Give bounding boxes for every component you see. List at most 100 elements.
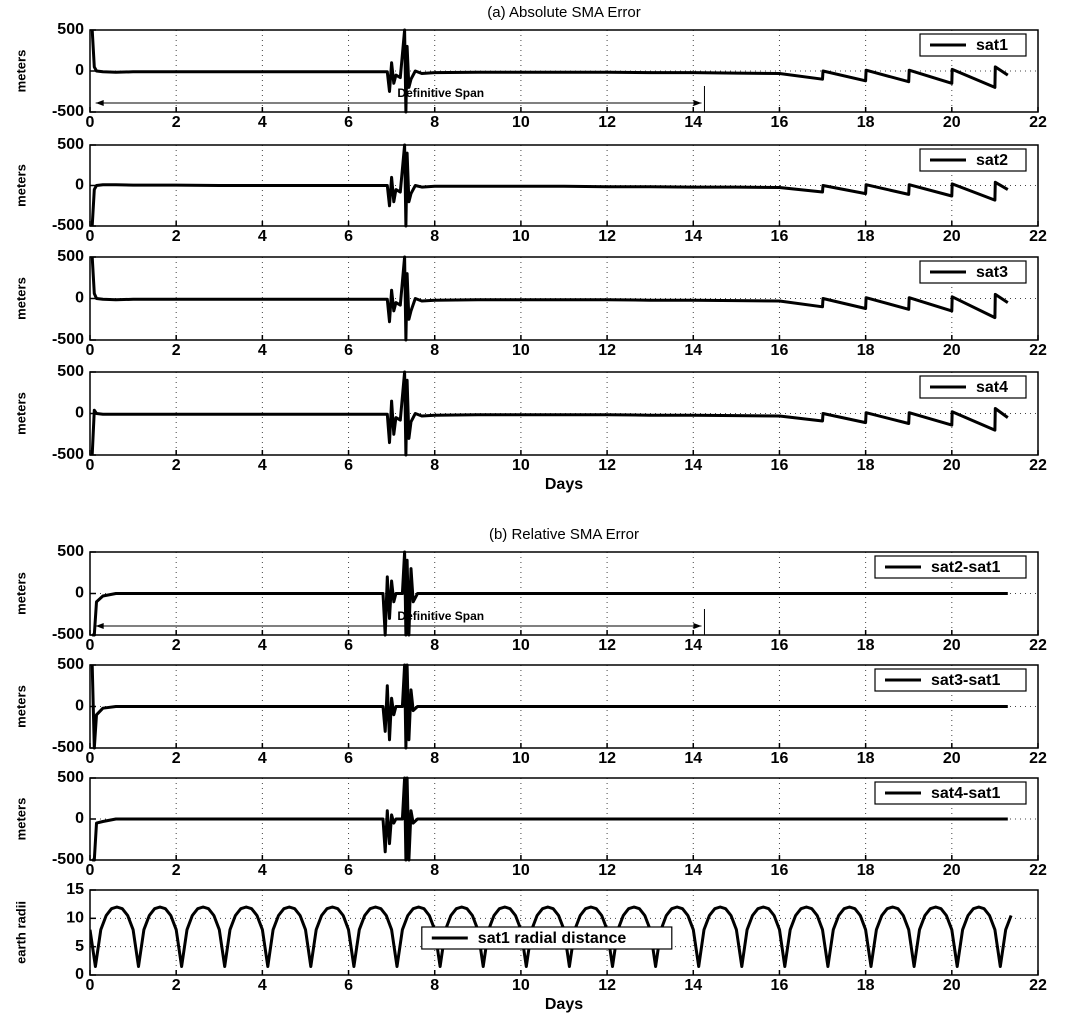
x-tick-label: 12 <box>598 637 616 654</box>
x-tick-label: 0 <box>86 750 95 767</box>
x-tick-label: 14 <box>684 637 702 654</box>
x-tick-label: 6 <box>344 750 353 767</box>
x-tick-label: 18 <box>857 862 875 879</box>
x-tick-label: 6 <box>344 862 353 879</box>
x-tick-label: 14 <box>684 977 702 994</box>
x-tick-label: 18 <box>857 750 875 767</box>
x-tick-label: 10 <box>512 637 530 654</box>
x-tick-label: 10 <box>512 977 530 994</box>
x-tick-label: 10 <box>512 228 530 245</box>
x-tick-label: 18 <box>857 228 875 245</box>
x-tick-label: 14 <box>684 342 702 359</box>
legend-box <box>919 260 1027 284</box>
x-tick-label: 6 <box>344 228 353 245</box>
x-tick-label: 2 <box>172 750 181 767</box>
x-tick-label: 8 <box>430 228 439 245</box>
plot-frame <box>89 777 1039 861</box>
y-tick-label: -500 <box>52 103 84 120</box>
x-tick-label: 8 <box>430 457 439 474</box>
x-tick-label: 14 <box>684 750 702 767</box>
legend-label: sat3-sat1 <box>931 672 1000 689</box>
x-tick-label: 12 <box>598 228 616 245</box>
legend-label: sat4 <box>976 379 1008 396</box>
x-tick-label: 2 <box>172 457 181 474</box>
x-tick-label: 20 <box>943 750 961 767</box>
x-tick-label: 22 <box>1029 342 1047 359</box>
x-tick-label: 10 <box>512 862 530 879</box>
legend-label: sat4-sat1 <box>931 785 1000 802</box>
data-line <box>90 255 1009 342</box>
plot-frame <box>89 551 1039 636</box>
legend-box <box>421 926 673 950</box>
x-axis-label: Days <box>545 996 583 1013</box>
y-tick-label: 500 <box>57 656 84 673</box>
x-tick-label: 6 <box>344 342 353 359</box>
y-tick-label: 10 <box>66 910 84 927</box>
chart-title: (b) Relative SMA Error <box>489 526 639 543</box>
x-tick-label: 14 <box>684 114 702 131</box>
x-tick-label: 2 <box>172 342 181 359</box>
x-tick-label: 16 <box>771 228 789 245</box>
x-tick-label: 6 <box>344 637 353 654</box>
x-tick-label: 0 <box>86 228 95 245</box>
y-tick-label: -500 <box>52 626 84 643</box>
data-line <box>92 550 1008 637</box>
y-axis-label: meters <box>13 50 28 93</box>
x-tick-label: 14 <box>684 862 702 879</box>
plot-frame <box>89 29 1039 113</box>
y-tick-label: 0 <box>75 585 84 602</box>
x-tick-label: 20 <box>943 228 961 245</box>
x-tick-label: 14 <box>684 457 702 474</box>
x-tick-label: 2 <box>172 977 181 994</box>
x-tick-label: 2 <box>172 862 181 879</box>
x-tick-label: 16 <box>771 342 789 359</box>
y-tick-label: 500 <box>57 21 84 38</box>
x-tick-label: 22 <box>1029 977 1047 994</box>
y-tick-label: 0 <box>75 698 84 715</box>
x-tick-label: 4 <box>258 342 267 359</box>
arrow-head <box>693 100 702 106</box>
plot-frame <box>89 664 1039 749</box>
x-tick-label: 20 <box>943 637 961 654</box>
x-tick-label: 0 <box>86 114 95 131</box>
y-tick-label: 5 <box>75 938 84 955</box>
x-tick-label: 12 <box>598 342 616 359</box>
plot-frame <box>89 889 1039 976</box>
x-tick-label: 22 <box>1029 114 1047 131</box>
plot-frame <box>89 256 1039 341</box>
x-tick-label: 18 <box>857 342 875 359</box>
x-tick-label: 16 <box>771 977 789 994</box>
x-tick-label: 0 <box>86 457 95 474</box>
y-tick-label: 500 <box>57 769 84 786</box>
x-tick-label: 22 <box>1029 750 1047 767</box>
legend-label: sat2 <box>976 152 1008 169</box>
y-axis-label: earth radii <box>13 901 28 964</box>
y-tick-label: 500 <box>57 136 84 153</box>
x-tick-label: 10 <box>512 457 530 474</box>
x-tick-label: 8 <box>430 114 439 131</box>
x-tick-label: 20 <box>943 457 961 474</box>
x-tick-label: 12 <box>598 750 616 767</box>
x-tick-label: 16 <box>771 457 789 474</box>
x-tick-label: 4 <box>258 977 267 994</box>
x-tick-label: 20 <box>943 862 961 879</box>
x-tick-label: 4 <box>258 862 267 879</box>
x-tick-label: 16 <box>771 750 789 767</box>
x-tick-label: 0 <box>86 862 95 879</box>
x-tick-label: 4 <box>258 457 267 474</box>
legend-label: sat1 radial distance <box>478 930 627 947</box>
x-tick-label: 16 <box>771 114 789 131</box>
y-axis-label: meters <box>13 685 28 728</box>
x-tick-label: 22 <box>1029 228 1047 245</box>
data-line <box>90 28 1009 114</box>
x-axis-label: Days <box>545 476 583 493</box>
y-tick-label: -500 <box>52 217 84 234</box>
x-tick-label: 22 <box>1029 862 1047 879</box>
x-tick-label: 4 <box>258 228 267 245</box>
x-tick-label: 18 <box>857 114 875 131</box>
plot-frame <box>89 144 1039 227</box>
x-tick-label: 8 <box>430 977 439 994</box>
x-tick-label: 20 <box>943 977 961 994</box>
y-tick-label: -500 <box>52 851 84 868</box>
